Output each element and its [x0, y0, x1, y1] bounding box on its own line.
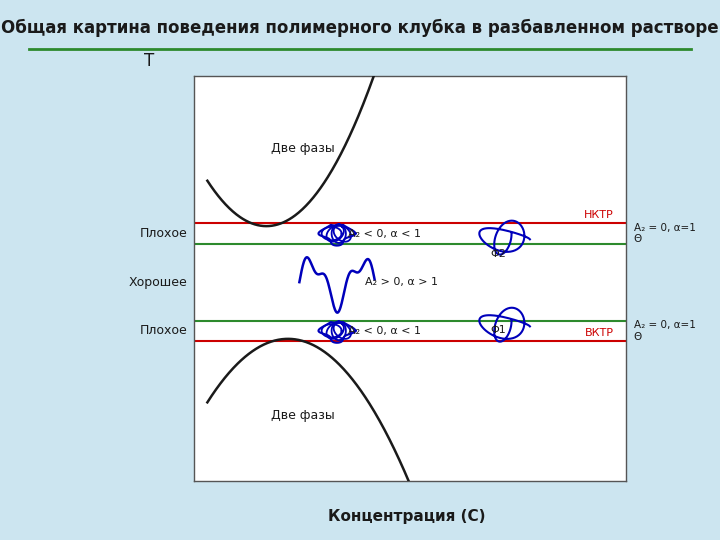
Text: A₂ = 0, α=1
Θ: A₂ = 0, α=1 Θ	[634, 320, 696, 342]
Text: Две фазы: Две фазы	[271, 142, 334, 155]
Text: Φ2: Φ2	[490, 248, 506, 259]
Text: A₂ < 0, α < 1: A₂ < 0, α < 1	[348, 228, 421, 239]
Text: Плохое: Плохое	[140, 227, 187, 240]
Text: Общая картина поведения полимерного клубка в разбавленном растворе: Общая картина поведения полимерного клуб…	[1, 19, 719, 37]
Text: ВКТР: ВКТР	[585, 328, 613, 338]
Text: Плохое: Плохое	[140, 324, 187, 338]
Text: T: T	[144, 52, 154, 70]
Text: Φ1: Φ1	[490, 326, 506, 335]
Text: Хорошее: Хорошее	[128, 275, 187, 289]
Text: Две фазы: Две фазы	[271, 409, 334, 422]
Text: A₂ = 0, α=1
Θ: A₂ = 0, α=1 Θ	[634, 222, 696, 244]
Text: A₂ > 0, α > 1: A₂ > 0, α > 1	[365, 277, 438, 287]
Text: Концентрация (С): Концентрация (С)	[328, 509, 485, 524]
Text: A₂ < 0, α < 1: A₂ < 0, α < 1	[348, 326, 421, 336]
Text: НКТР: НКТР	[584, 210, 613, 220]
